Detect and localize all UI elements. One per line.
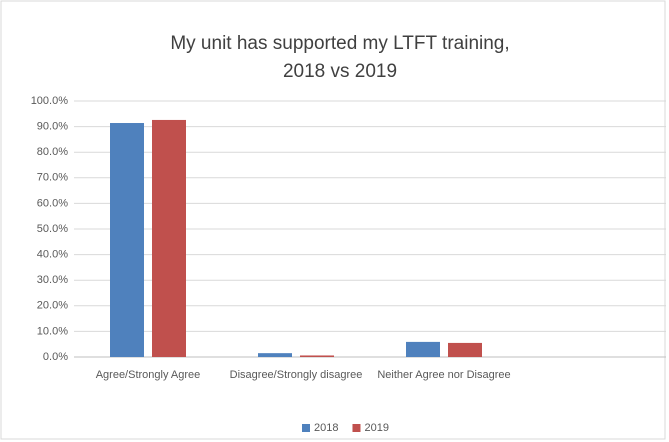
legend-swatch [352,424,361,432]
x-tick-label: Disagree/Strongly disagree [230,369,363,381]
y-tick-label: 100.0% [31,95,69,107]
bar [406,341,440,357]
legend-label: 2019 [364,422,388,434]
legend-swatch [302,424,310,432]
y-tick-label: 60.0% [37,197,68,209]
y-tick-label: 20.0% [37,300,68,312]
bar [152,119,186,357]
chart-title: My unit has supported my LTFT training, [170,33,509,54]
y-tick-label: 40.0% [37,249,68,261]
x-tick-label: Agree/Strongly Agree [96,369,201,381]
y-tick-label: 0.0% [43,351,68,363]
y-tick-label: 80.0% [37,146,68,158]
x-tick-label: Neither Agree nor Disagree [377,369,510,381]
legend-label: 2018 [314,422,338,434]
bar [258,353,292,357]
y-tick-label: 50.0% [37,223,68,235]
chart-title: 2018 vs 2019 [283,61,397,82]
y-tick-label: 70.0% [37,172,68,184]
bar [110,123,144,358]
y-tick-label: 90.0% [37,121,68,133]
bar [448,342,482,357]
y-tick-label: 10.0% [37,325,68,337]
y-tick-label: 30.0% [37,274,68,286]
bar [300,355,334,357]
